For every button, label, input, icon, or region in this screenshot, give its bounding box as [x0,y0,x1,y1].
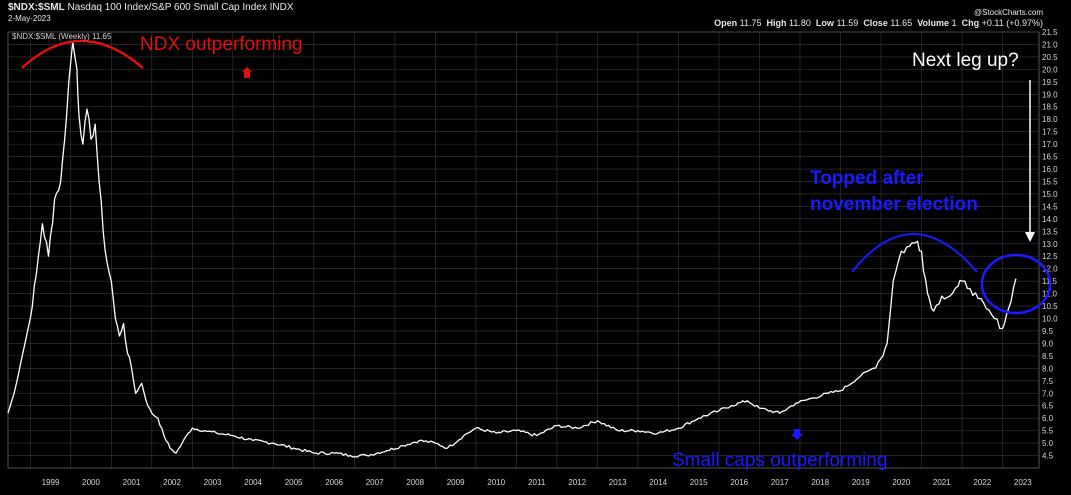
y-tick-label: 8.5 [1042,352,1054,361]
exchange: INDX [269,2,294,13]
x-tick-label: 2006 [325,478,343,487]
topped-label-line2: november election [810,194,978,215]
up-arrow-icon [242,67,252,78]
y-tick-label: 10.5 [1042,302,1058,311]
close-label: Close [863,18,888,28]
quote-line: Open 11.75 High 11.80 Low 11.59 Close 11… [714,18,1043,28]
down-arrow-icon [791,429,803,440]
y-tick-label: 17.0 [1042,140,1058,149]
y-tick-label: 5.0 [1042,439,1054,448]
x-tick-label: 2012 [568,478,586,487]
y-tick-label: 5.5 [1042,427,1054,436]
y-tick-label: 18.5 [1042,103,1058,112]
x-tick-label: 2014 [649,478,667,487]
y-tick-label: 20.5 [1042,53,1058,62]
x-tick-label: 2003 [204,478,222,487]
y-tick-label: 18.0 [1042,115,1058,124]
y-tick-label: 14.5 [1042,202,1058,211]
y-tick-label: 13.0 [1042,240,1058,249]
x-tick-label: 2023 [1014,478,1032,487]
y-tick-label: 21.5 [1042,28,1058,37]
y-tick-label: 11.0 [1042,290,1058,299]
x-tick-label: 2015 [690,478,708,487]
source-label: @StockCharts.com [973,8,1043,17]
description: Nasdaq 100 Index/S&P 600 Small Cap Index [67,2,267,13]
high-value: 11.80 [789,18,811,28]
ratio-series-line [7,41,1017,458]
y-tick-label: 8.0 [1042,364,1054,373]
chart-symbol-line: $NDX:$SML Nasdaq 100 Index/S&P 600 Small… [8,2,294,13]
y-tick-label: 16.0 [1042,165,1058,174]
next-leg-label: Next leg up? [912,50,1019,71]
y-tick-label: 17.5 [1042,128,1058,137]
y-tick-label: 15.0 [1042,190,1058,199]
top-arc-red [21,39,144,69]
y-tick-label: 12.5 [1042,252,1058,261]
x-tick-label: 2016 [730,478,748,487]
y-tick-label: 16.5 [1042,153,1058,162]
high-label: High [766,18,787,28]
small-caps-label: Small caps outperforming [672,450,887,471]
next-leg-arrow-head [1025,232,1035,242]
x-tick-label: 2011 [528,478,546,487]
low-label: Low [815,18,834,28]
top-arc-blue [851,233,978,273]
chg-label: Chg [961,18,980,28]
x-tick-label: 2001 [123,478,141,487]
y-tick-label: 19.5 [1042,78,1058,87]
x-tick-label: 2002 [163,478,181,487]
ndx-outperforming-label: NDX outperforming [140,34,303,55]
chart-date: 2-May-2023 [8,14,51,23]
x-tick-label: 2000 [82,478,100,487]
volume-label: Volume [917,18,950,28]
y-tick-label: 6.0 [1042,414,1054,423]
x-axis: 1999 2000 2001 2002 2003 2004 2005 2006 2007 2008… [42,478,1033,487]
x-tick-label: 1999 [42,478,60,487]
y-tick-label: 12.0 [1042,265,1058,274]
x-tick-label: 2004 [244,478,262,487]
open-label: Open [714,18,738,28]
y-axis: 4.5 5.0 5.5 6.0 6.5 7.0 7.5 8.0 8.5 9.0 9.5 10.0 10.… [1042,28,1058,461]
series-legend: $NDX:$SML (Weekly) 11.65 [12,32,112,41]
x-tick-label: 2019 [852,478,870,487]
x-tick-label: 2010 [487,478,505,487]
topped-label-line1: Topped after [810,168,924,189]
y-tick-label: 9.0 [1042,339,1054,348]
x-tick-label: 2021 [933,478,951,487]
y-tick-label: 10.0 [1042,315,1058,324]
chg-value: +0.11 (+0.97%) [981,18,1043,28]
y-tick-label: 14.0 [1042,215,1058,224]
low-value: 11.59 [836,18,859,28]
y-tick-label: 9.5 [1042,327,1054,336]
x-tick-label: 2018 [811,478,829,487]
x-tick-label: 2005 [285,478,303,487]
volume-value: 1 [951,18,957,28]
x-tick-label: 2020 [892,478,910,487]
y-tick-label: 13.5 [1042,227,1058,236]
highlight-ellipse [980,253,1052,315]
x-tick-label: 2022 [973,478,991,487]
y-tick-label: 19.0 [1042,90,1058,99]
y-tick-label: 21.0 [1042,40,1058,49]
y-tick-label: 6.5 [1042,402,1054,411]
x-tick-label: 2009 [447,478,465,487]
x-tick-label: 2013 [609,478,627,487]
y-tick-label: 20.0 [1042,65,1058,74]
x-tick-label: 2017 [771,478,789,487]
y-tick-label: 7.5 [1042,377,1054,386]
open-value: 11.75 [739,18,762,28]
y-tick-label: 15.5 [1042,177,1058,186]
close-value: 11.65 [890,18,913,28]
gridlines [8,31,1039,468]
y-tick-label: 4.5 [1042,452,1054,461]
x-tick-label: 2007 [366,478,384,487]
y-tick-label: 7.0 [1042,389,1054,398]
symbol: $NDX:$SML [8,2,65,13]
x-tick-label: 2008 [406,478,424,487]
plot-area [7,31,1040,469]
